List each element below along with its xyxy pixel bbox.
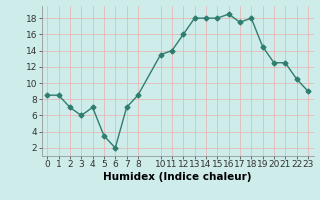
X-axis label: Humidex (Indice chaleur): Humidex (Indice chaleur) xyxy=(103,172,252,182)
